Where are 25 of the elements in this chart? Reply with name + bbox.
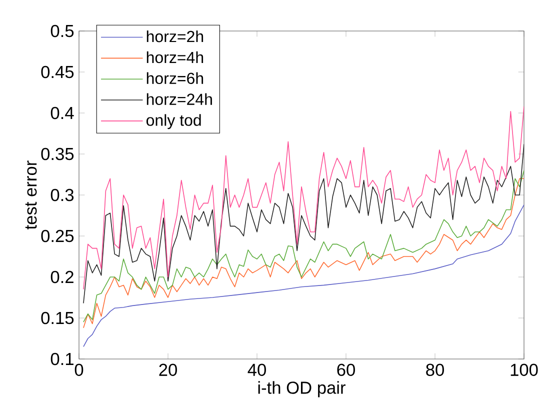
- x-tick-label: 20: [159, 364, 177, 376]
- line-series: [83, 106, 524, 290]
- x-axis-title: i-th OD pair: [258, 381, 346, 398]
- legend-label: horz=4h: [146, 51, 204, 64]
- y-tick-label: 0.25: [41, 230, 74, 242]
- x-tick-label: 0: [74, 364, 84, 376]
- legend-label: horz=6h: [146, 72, 204, 84]
- y-tick-label: 0.5: [50, 24, 74, 38]
- y-tick-label: 0.1: [50, 352, 74, 366]
- y-tick-label: 0.3: [50, 188, 74, 202]
- y-tick-label: 0.15: [41, 312, 74, 324]
- y-tick-label: 0.35: [41, 148, 74, 160]
- x-tick-label: 80: [426, 364, 444, 376]
- y-tick-label: 0.2: [50, 270, 74, 284]
- line-series: [83, 144, 524, 304]
- legend-label: horz=2h: [146, 30, 204, 42]
- x-tick-label: 100: [510, 364, 538, 376]
- y-tick-label: 0.4: [50, 106, 74, 120]
- line-series: [83, 204, 524, 348]
- y-axis-title: test error: [25, 160, 37, 230]
- x-tick-label: 60: [337, 364, 355, 376]
- y-tick-label: 0.45: [41, 66, 74, 78]
- legend-label: horz=24h: [146, 93, 212, 105]
- x-tick-label: 40: [248, 364, 266, 376]
- legend-label: only tod: [146, 114, 201, 130]
